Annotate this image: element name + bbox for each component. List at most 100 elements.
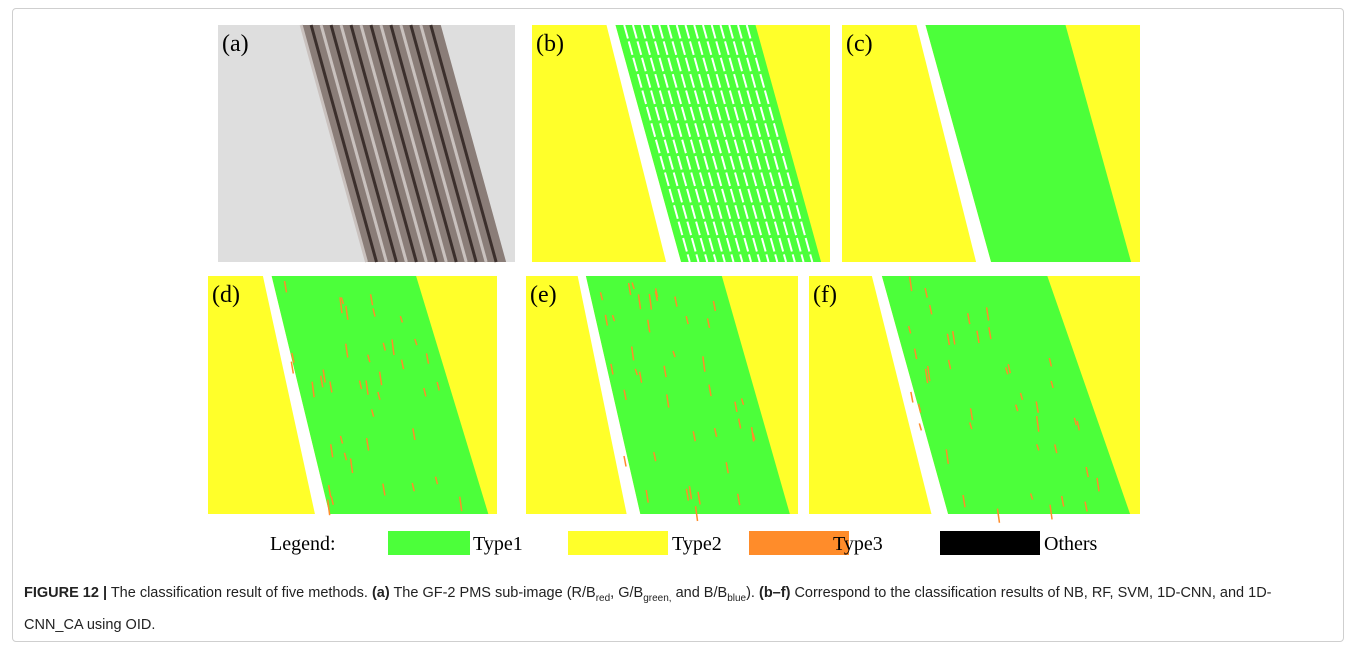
type3-speck: [674, 296, 678, 307]
type3-speck: [924, 368, 929, 384]
type3-speck: [685, 488, 690, 501]
gap-line: [666, 24, 735, 263]
type3-speck: [378, 371, 383, 386]
type3-speck: [645, 489, 649, 503]
caption: FIGURE 12 | The classification result of…: [24, 580, 1324, 639]
caption-text: ).: [746, 585, 755, 601]
type3-speck: [291, 352, 295, 363]
type3-speck: [1073, 417, 1078, 426]
type3-speck: [913, 348, 918, 360]
type3-speck: [329, 444, 334, 458]
figure: (a) (b) (c) (d) (e) (f) Legend: Type1 Type2 Type3…: [208, 24, 1140, 555]
type3-speck: [1019, 392, 1024, 401]
type3-speck: [382, 342, 386, 351]
type3-speck: [412, 428, 416, 441]
gap-line: [623, 24, 691, 263]
type3-speck: [1035, 415, 1040, 432]
type3-speck: [969, 408, 974, 421]
type3-speck: [665, 394, 670, 408]
type3-speck: [692, 431, 696, 442]
crop-row: [349, 24, 418, 263]
gap-line: [640, 24, 709, 263]
type3-speck: [725, 462, 729, 474]
type3-speck: [1048, 357, 1053, 367]
type3-speck: [706, 318, 711, 329]
panel-label: (b): [536, 31, 564, 57]
type3-speck: [708, 384, 712, 397]
type3-speck: [652, 451, 657, 462]
type3-speck: [672, 350, 676, 358]
type3-speck: [1085, 466, 1089, 478]
type3-speck: [349, 458, 354, 474]
caption-text: The GF-2 PMS sub-image (R/B: [393, 585, 596, 601]
panel-label: (a): [222, 31, 249, 57]
type1-region: [925, 25, 1132, 262]
type3-speck: [928, 304, 933, 315]
type3-speck: [988, 327, 992, 340]
type3-speck: [367, 354, 371, 363]
caption-text: and B/B: [671, 585, 728, 601]
type3-speck: [345, 305, 349, 320]
type3-speck: [1096, 477, 1100, 492]
figure-label: FIGURE 12 |: [24, 585, 108, 601]
type3-speck: [311, 381, 315, 398]
type3-speck: [283, 280, 288, 293]
legend-label: Type1: [473, 533, 523, 555]
type3-speck: [734, 401, 738, 413]
white-edge: [606, 25, 681, 262]
type3-speck: [740, 398, 745, 406]
type3-speck: [1035, 401, 1039, 413]
type3-speck: [369, 294, 374, 306]
type3-speck: [910, 391, 914, 403]
type3-speck: [340, 297, 345, 305]
crop-row: [379, 24, 448, 263]
type3-speck: [372, 308, 376, 317]
gap-line: [631, 24, 700, 263]
type3-speck: [399, 315, 404, 323]
type3-speck: [358, 380, 363, 390]
type3-speck: [907, 325, 912, 334]
legend-swatch: [749, 531, 849, 555]
legend-label: Others: [1044, 533, 1098, 555]
subscript: blue: [727, 592, 747, 604]
type3-speck: [1049, 504, 1053, 520]
crop-row: [329, 24, 398, 263]
type3-speck: [1036, 444, 1040, 451]
caption-text: Correspond to the classification results…: [24, 585, 1272, 633]
type3-speck: [391, 339, 395, 356]
type3-speck: [330, 496, 335, 506]
gap-line: [702, 24, 770, 263]
type3-speck: [599, 292, 604, 301]
caption-text: , G/B: [610, 585, 644, 601]
type3-speck: [343, 452, 348, 461]
crop-row: [419, 24, 488, 263]
caption-text: The classification result of five method…: [110, 585, 368, 601]
gap-line: [693, 24, 761, 263]
crop-row: [389, 24, 458, 263]
white-edge: [916, 25, 991, 262]
type1-region: [881, 276, 1131, 514]
gap-line: [684, 24, 752, 263]
gap-line: [710, 24, 779, 263]
type3-speck: [458, 496, 463, 512]
type3-speck: [365, 437, 370, 451]
type3-speck: [927, 365, 931, 382]
legend-label: Type3: [833, 533, 883, 555]
type3-speck: [737, 418, 742, 429]
gap-line: [745, 24, 814, 263]
type3-speck: [411, 482, 415, 492]
type3-speck: [654, 288, 659, 298]
type3-speck: [648, 293, 653, 310]
type3-speck: [694, 506, 699, 522]
type3-speck: [663, 365, 667, 378]
type3-speck: [436, 381, 440, 391]
type3-speck: [713, 427, 718, 437]
type3-speck: [414, 338, 418, 346]
crop-row: [309, 24, 378, 263]
type3-speck: [326, 499, 331, 516]
type1-region: [585, 276, 790, 514]
type3-speck: [327, 485, 332, 498]
crop-row: [399, 24, 468, 263]
type3-speck: [344, 343, 349, 358]
